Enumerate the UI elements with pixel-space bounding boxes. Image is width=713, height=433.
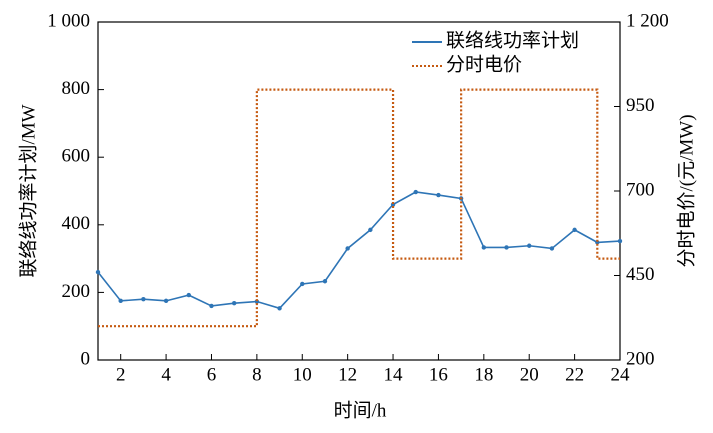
point-marker: [572, 227, 577, 233]
y2-tick-label: 450: [626, 264, 655, 285]
x-tick-label: 4: [161, 364, 171, 385]
legend-label: 分时电价: [446, 53, 522, 75]
point-marker: [300, 281, 305, 287]
series-line: [97, 191, 621, 310]
point-marker: [413, 189, 418, 195]
point-marker: [277, 306, 282, 311]
x-tick-label: 8: [252, 364, 262, 385]
x-tick-label: 18: [474, 364, 493, 385]
x-tick-label: 12: [338, 364, 357, 385]
point-marker: [163, 298, 169, 304]
x-axis-label: 时间/h: [334, 399, 387, 421]
y2-tick-label: 700: [626, 179, 655, 200]
x-tick-label: 22: [565, 364, 584, 385]
point-marker: [617, 238, 623, 244]
y-axis-label: 联络线功率计划/MW: [17, 104, 39, 277]
x-tick-label: 20: [520, 364, 539, 385]
y-tick-label: 1 000: [47, 10, 90, 31]
point-marker: [481, 245, 487, 250]
y2-tick-label: 950: [626, 95, 655, 116]
point-marker: [118, 298, 123, 304]
y-tick-label: 600: [62, 146, 91, 167]
plot-frame: [97, 21, 621, 361]
point-marker: [209, 303, 214, 309]
point-marker: [368, 227, 373, 233]
x-tick-label: 6: [207, 364, 217, 385]
point-marker: [527, 243, 532, 248]
point-marker: [436, 192, 441, 198]
point-marker: [95, 269, 101, 275]
point-marker: [322, 279, 328, 284]
y2-tick-label: 1 200: [626, 10, 669, 31]
y-tick-label: 0: [81, 348, 91, 369]
y2-axis-label: 分时电价/(元/MW): [675, 114, 697, 267]
legend-label: 联络线功率计划: [446, 29, 579, 51]
y-tick-label: 400: [62, 213, 91, 234]
y2-tick-label: 200: [626, 348, 655, 369]
x-tick-label: 16: [429, 364, 448, 385]
x-tick-label: 2: [116, 364, 126, 385]
series-line: [98, 88, 620, 328]
point-marker: [549, 246, 555, 251]
point-marker: [504, 245, 509, 250]
point-marker: [141, 296, 146, 302]
point-marker: [345, 246, 350, 251]
point-marker: [186, 292, 191, 298]
y-tick-label: 200: [62, 281, 91, 302]
x-tick-label: 24: [611, 364, 631, 385]
y-tick-label: 800: [62, 78, 91, 99]
x-tick-label: 14: [384, 364, 404, 385]
x-tick-label: 10: [293, 364, 312, 385]
point-marker: [231, 301, 237, 306]
